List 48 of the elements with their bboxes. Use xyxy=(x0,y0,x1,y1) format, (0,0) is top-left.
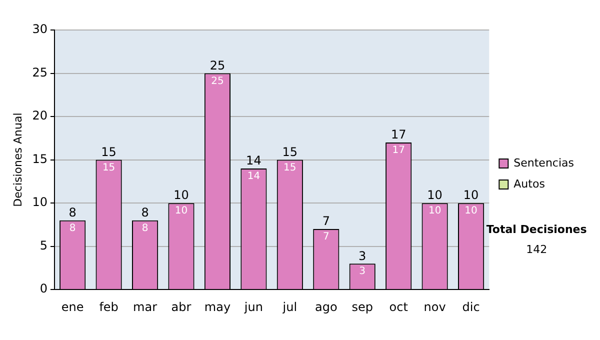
data-label: 14 xyxy=(247,171,260,182)
total-label: 25 xyxy=(210,58,226,72)
total-label: 3 xyxy=(358,248,366,263)
annotation: Total Decisiones xyxy=(486,222,588,236)
x-tick-label: ago xyxy=(314,300,338,314)
x-tick-label: abr xyxy=(171,300,192,314)
y-tick-label: 30 xyxy=(32,22,48,36)
legend-label: Autos xyxy=(514,177,546,190)
y-tick-label: 15 xyxy=(32,152,48,166)
total-label: 15 xyxy=(282,144,298,159)
total-label: 17 xyxy=(390,128,406,142)
x-tick-label: jul xyxy=(282,300,298,314)
data-label: 8 xyxy=(69,222,76,234)
data-label: 10 xyxy=(428,206,442,217)
data-label: 17 xyxy=(392,145,405,156)
data-label: 10 xyxy=(174,206,188,217)
legend-label: Sentencias xyxy=(514,156,574,170)
total-label: 8 xyxy=(68,206,76,220)
y-tick-label: 0 xyxy=(40,282,48,296)
total-label: 10 xyxy=(427,188,442,202)
data-label: 25 xyxy=(211,76,224,87)
y-tick-label: 25 xyxy=(32,65,48,80)
data-label: 15 xyxy=(284,162,296,174)
x-tick-label: nov xyxy=(424,300,446,314)
x-tick-label: dic xyxy=(462,300,480,314)
data-label: 15 xyxy=(102,162,116,174)
total-label: 10 xyxy=(463,188,479,202)
y-axis-title: Decisiones Anual xyxy=(11,112,24,207)
x-tick-label: ene xyxy=(61,300,84,314)
total-label: 7 xyxy=(322,214,330,228)
x-tick-label: feb xyxy=(99,300,118,314)
y-tick-label: 10 xyxy=(32,195,48,210)
data-label: 10 xyxy=(464,206,478,217)
data-label: 7 xyxy=(322,232,330,243)
x-tick-label: sep xyxy=(352,300,373,314)
x-tick-label: jun xyxy=(243,300,263,314)
total-label: 10 xyxy=(174,188,189,202)
total-label: 8 xyxy=(141,206,149,220)
y-tick-label: 5 xyxy=(40,238,48,252)
x-tick-label: may xyxy=(204,300,231,314)
total-label: 14 xyxy=(246,154,262,168)
data-label: 8 xyxy=(142,222,148,234)
data-label: 3 xyxy=(359,266,366,278)
total-label: 15 xyxy=(101,144,116,159)
x-tick-label: mar xyxy=(133,300,158,314)
x-tick-label: oct xyxy=(389,300,408,314)
y-tick-label: 20 xyxy=(32,108,48,123)
text: 142 xyxy=(526,242,548,256)
